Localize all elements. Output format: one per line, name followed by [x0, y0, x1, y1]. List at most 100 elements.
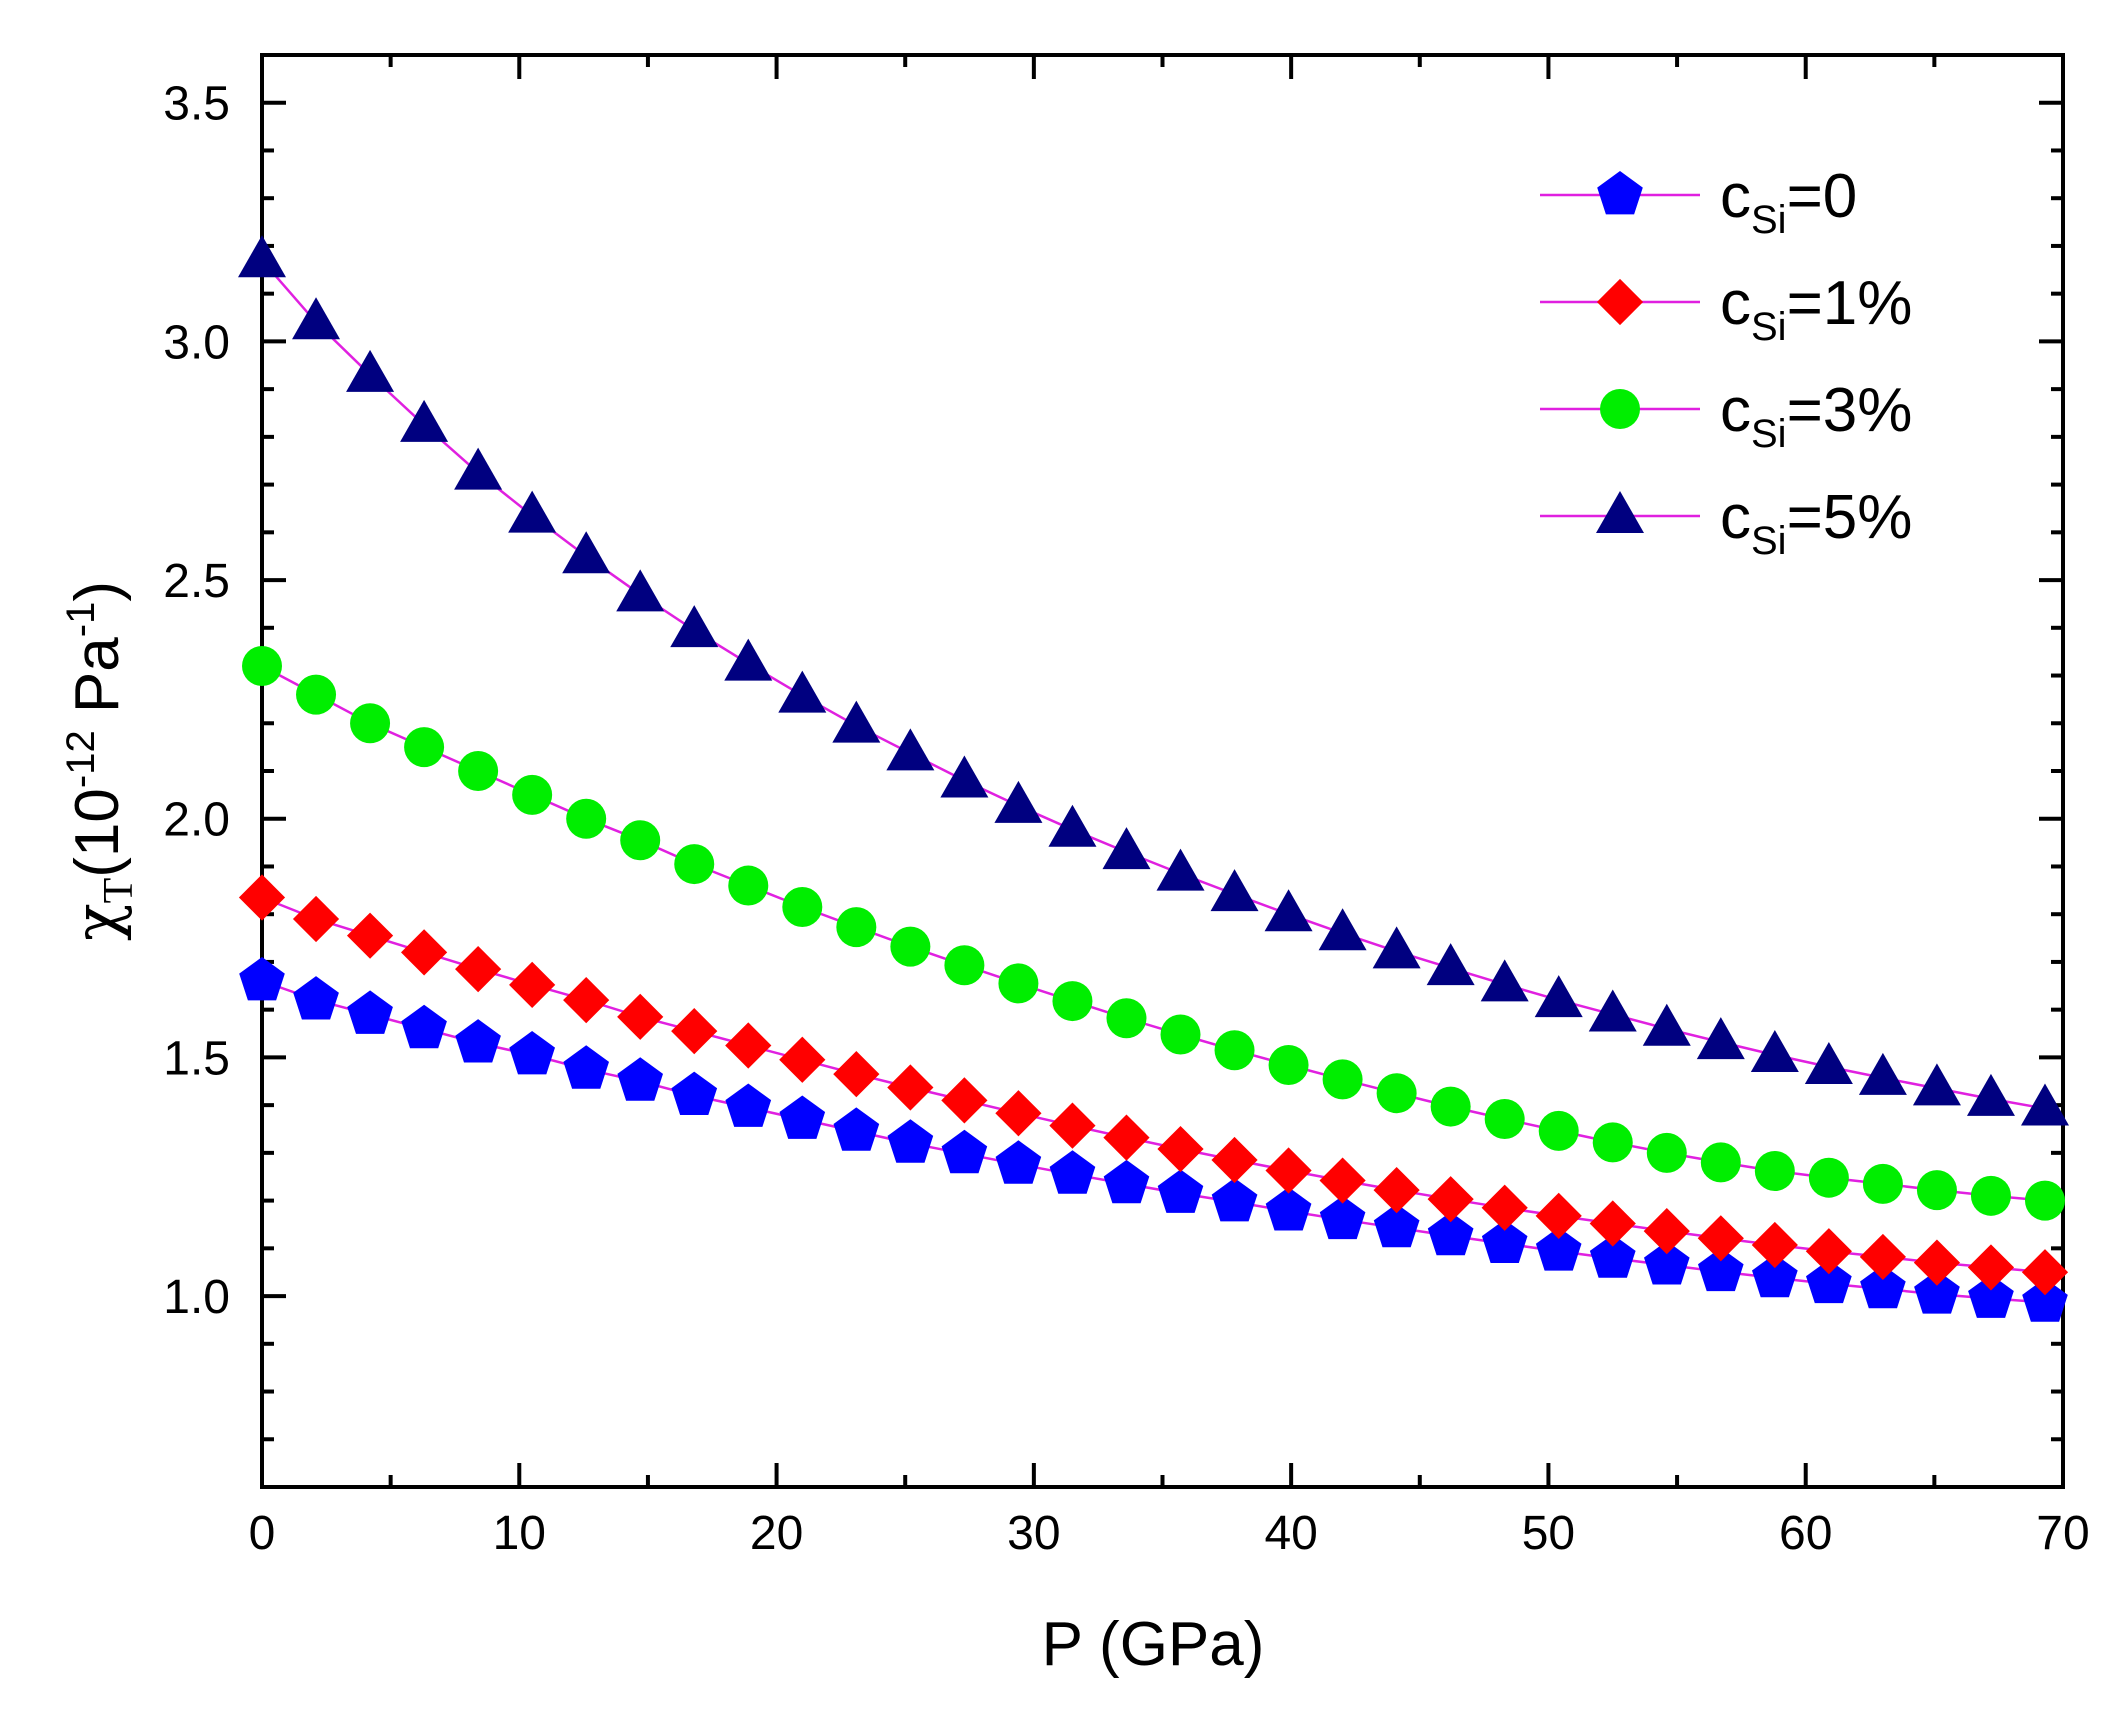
data-point-circle — [944, 945, 985, 986]
legend: cSi=0 cSi=1% cSi=3% cSi=5% — [1540, 162, 1912, 563]
x-tick-label: 30 — [1007, 1507, 1060, 1560]
data-point-diamond — [725, 1022, 772, 1069]
data-point-pentagon — [1427, 1211, 1474, 1256]
x-tick-label: 40 — [1264, 1507, 1317, 1560]
y-axis-symbol: χ — [60, 903, 133, 941]
data-point-diamond — [1103, 1114, 1150, 1161]
data-point-circle — [1808, 1157, 1849, 1198]
series-line — [261, 979, 2046, 1304]
y-tick-label: 1.0 — [163, 1271, 230, 1324]
data-point-circle — [890, 926, 931, 967]
data-point-pentagon — [1049, 1150, 1096, 1194]
series-line — [261, 896, 2046, 1274]
data-point-triangle — [670, 605, 719, 648]
data-point-triangle — [1426, 943, 1475, 986]
data-point-triangle — [454, 447, 503, 490]
data-point-pentagon — [671, 1071, 718, 1115]
y-axis-paren-close: ) — [63, 581, 132, 602]
y-axis-unit: Pa — [63, 637, 132, 713]
legend-label-sub: Si — [1751, 412, 1787, 456]
data-point-circle — [1160, 1014, 1201, 1055]
data-point-circle — [1376, 1073, 1417, 1114]
series-pentagon — [239, 957, 2068, 1322]
series-line — [261, 664, 2046, 1202]
y-tick-label: 2.5 — [163, 555, 230, 608]
data-point-pentagon — [1914, 1270, 1960, 1314]
data-point-circle — [1646, 1132, 1687, 1173]
x-tick-label: 50 — [1522, 1507, 1575, 1560]
data-point-circle — [674, 844, 715, 885]
data-point-pentagon — [1860, 1264, 1906, 1309]
data-point-triangle — [1642, 1003, 1691, 1046]
data-point-diamond — [238, 874, 286, 921]
data-point-circle — [1862, 1163, 1903, 1204]
data-point-triangle — [1048, 804, 1097, 847]
data-point-pentagon — [293, 976, 339, 1020]
data-point-circle — [1484, 1098, 1525, 1139]
data-point-triangle — [1912, 1063, 1961, 1106]
data-point-diamond — [1265, 1147, 1312, 1194]
legend-label-main: c — [1720, 376, 1751, 445]
data-point-pentagon — [1589, 1234, 1636, 1278]
data-point-diamond — [1049, 1102, 1096, 1149]
data-point-triangle — [1318, 908, 1367, 951]
legend-label: cSi=1% — [1720, 269, 1912, 349]
data-point-diamond — [1535, 1192, 1582, 1239]
data-point-pentagon — [1265, 1187, 1312, 1231]
y-tick-label: 3.0 — [163, 316, 230, 369]
data-point-diamond — [617, 993, 664, 1040]
data-point-pentagon — [1103, 1159, 1150, 1204]
data-point-pentagon — [1373, 1203, 1420, 1248]
y-tick-label: 1.5 — [163, 1032, 230, 1085]
y-axis-symbol-sub: T — [96, 878, 142, 904]
data-point-triangle — [724, 638, 773, 681]
data-point-triangle — [886, 728, 935, 771]
y-tick-label: 3.5 — [163, 78, 230, 131]
data-point-diamond — [346, 912, 394, 959]
data-point-circle — [1106, 998, 1147, 1039]
data-point-pentagon — [401, 1004, 447, 1049]
data-point-pentagon — [2022, 1278, 2068, 1322]
data-point-diamond — [1643, 1208, 1690, 1255]
data-point-triangle — [1750, 1030, 1799, 1073]
legend-label-main: c — [1720, 483, 1751, 552]
data-point-circle — [998, 963, 1039, 1004]
series-circle — [242, 645, 2065, 1221]
data-point-diamond — [1427, 1176, 1474, 1223]
legend-label-sub: Si — [1751, 198, 1787, 242]
legend-marker-circle — [1600, 389, 1640, 429]
data-point-diamond — [1967, 1244, 2015, 1291]
legend-item: cSi=0 — [1540, 162, 1857, 242]
data-point-triangle — [1696, 1017, 1745, 1060]
data-point-diamond — [563, 977, 610, 1024]
data-point-diamond — [1481, 1184, 1528, 1231]
data-point-diamond — [833, 1051, 880, 1098]
data-point-diamond — [887, 1064, 934, 1111]
data-point-diamond — [1913, 1239, 1961, 1286]
data-point-circle — [1916, 1170, 1957, 1211]
data-point-triangle — [562, 531, 611, 574]
legend-item: cSi=3% — [1540, 376, 1912, 456]
legend-label: cSi=5% — [1720, 483, 1912, 563]
legend-label-sub: Si — [1751, 305, 1787, 349]
data-point-pentagon — [1157, 1169, 1204, 1213]
data-point-circle — [512, 774, 553, 815]
data-point-pentagon — [1644, 1241, 1690, 1285]
data-point-pentagon — [1968, 1274, 2014, 1318]
data-point-pentagon — [1806, 1259, 1852, 1304]
data-point-diamond — [1211, 1136, 1258, 1184]
data-point-pentagon — [1319, 1195, 1366, 1240]
data-point-triangle — [616, 569, 665, 612]
data-point-diamond — [509, 961, 556, 1008]
data-point-pentagon — [455, 1019, 501, 1063]
series-line — [261, 259, 2046, 1110]
x-tick-label: 60 — [1779, 1507, 1832, 1560]
data-point-circle — [1700, 1142, 1741, 1183]
data-point-triangle — [346, 349, 395, 392]
series-diamond — [238, 874, 2069, 1296]
data-point-triangle — [238, 235, 286, 278]
data-point-diamond — [1373, 1166, 1420, 1214]
data-point-diamond — [400, 929, 448, 976]
data-point-pentagon — [1481, 1219, 1528, 1263]
data-point-pentagon — [347, 990, 393, 1034]
